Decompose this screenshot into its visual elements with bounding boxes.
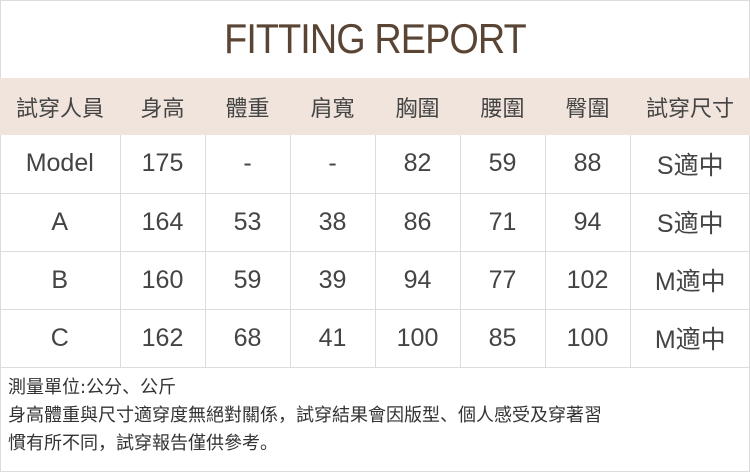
table-cell: 162 [120,309,206,368]
table-cell: 85 [460,309,546,368]
table-row: A 164 53 38 86 71 94 S適中 [0,193,750,252]
table-cell: 100 [375,309,461,368]
table-row: Model 175- -82 59 88 S適中 [0,135,750,194]
column-header: 腰圍 [460,78,545,135]
table-cell: Model [0,135,121,194]
table-cell: S適中 [630,193,750,252]
table-cell: 59 [460,135,546,194]
table-cell: 39 [290,251,376,310]
table-cell: 86 [375,193,461,252]
table-cell: 94 [545,193,631,252]
table-row: C 162 68 41 100 85 100 M適中 [0,309,750,368]
unit-note: 測量單位:公分、公斤 [8,377,177,398]
table-cell: 38 [290,193,376,252]
table-cell: 100 [545,309,631,368]
table-cell: M適中 [630,309,750,368]
table-cell: A [0,193,121,252]
table-cell: 77 [460,251,546,310]
table-cell: - [205,135,291,194]
table-cell: 59 [205,251,291,310]
column-header: 試穿尺寸 [630,78,750,135]
table-cell: 82 [375,135,461,194]
table-cell: 175 [120,135,206,194]
table-cell: 102 [545,251,631,310]
table-row: B 160 59 39 94 77 102 M適中 [0,251,750,310]
table-cell: S適中 [630,135,750,194]
header-row: 試穿人員 身高 體重 肩寬 胸圍 腰圍 臀圍 試穿尺寸 [0,78,750,135]
table-cell: 71 [460,193,546,252]
table-cell: 160 [120,251,206,310]
column-header: 臀圍 [545,78,630,135]
report-title: FITTING REPORT [224,15,527,62]
table-cell: 53 [205,193,291,252]
table-cell: 41 [290,309,376,368]
notes: 測量單位:公分、公斤 身高體重與尺寸適穿度無絕對關係，試穿結果會因版型、個人感受… [8,374,602,458]
table-cell: - [290,135,376,194]
fitting-table: 試穿人員 身高 體重 肩寬 胸圍 腰圍 臀圍 試穿尺寸 Model 175- -82 59 88 S適中… [0,78,750,368]
table-cell: M適中 [630,251,750,310]
disclaimer-line: 身高體重與尺寸適穿度無絕對關係，試穿結果會因版型、個人感受及穿著習 [8,405,602,426]
table-cell: 94 [375,251,461,310]
table-cell: B [0,251,121,310]
column-header: 試穿人員 [0,78,120,135]
table-cell: C [0,309,121,368]
column-header: 身高 [120,78,205,135]
table-cell: 88 [545,135,631,194]
column-header: 肩寬 [290,78,375,135]
disclaimer-line: 慣有所不同，試穿報告僅供參考。 [8,433,278,454]
column-header: 體重 [205,78,290,135]
table-cell: 68 [205,309,291,368]
table-cell: 164 [120,193,206,252]
column-header: 胸圍 [375,78,460,135]
